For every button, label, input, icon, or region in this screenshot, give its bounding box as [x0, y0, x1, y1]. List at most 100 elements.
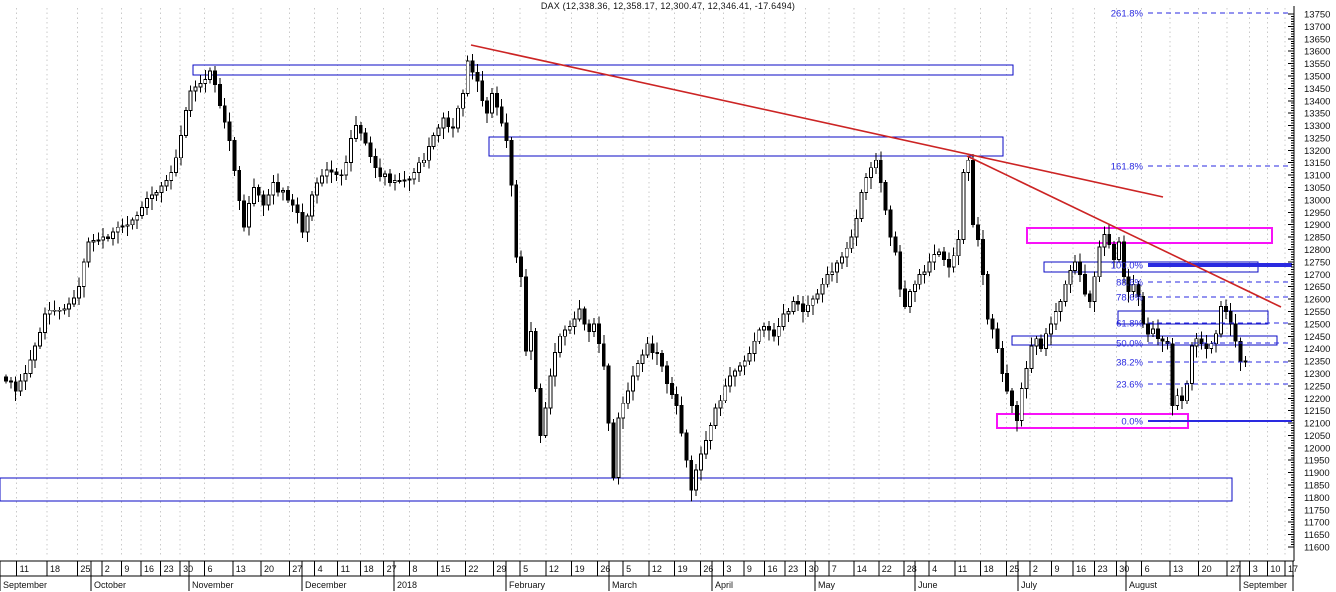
month-label: August [1129, 580, 1158, 590]
price-tick-label: 12150 [1304, 406, 1330, 417]
price-tick-label: 13000 [1304, 195, 1330, 206]
gridlines [16, 8, 1286, 556]
price-tick-label: 12550 [1304, 307, 1330, 318]
week-tick-label: 30 [1119, 564, 1129, 574]
price-tick-label: 13250 [1304, 133, 1330, 144]
price-tick-label: 12750 [1304, 257, 1330, 268]
month-label: December [305, 580, 347, 590]
week-tick-label: 12 [652, 564, 662, 574]
week-tick-label: 22 [882, 564, 892, 574]
week-tick-label: 2 [105, 564, 110, 574]
price-tick-label: 12050 [1304, 431, 1330, 442]
week-tick-label: 8 [412, 564, 417, 574]
week-tick-label: 4 [932, 564, 937, 574]
week-tick-label: 27 [292, 564, 302, 574]
price-tick-label: 12000 [1304, 443, 1330, 454]
fib-label-161.8%: 161.8% [1111, 162, 1144, 173]
week-tick-label: 9 [747, 564, 752, 574]
downtrend-from-january-high [470, 44, 1164, 198]
week-tick-label: 6 [208, 564, 213, 574]
price-tick-label: 13500 [1304, 71, 1330, 82]
week-tick-label: 26 [600, 564, 610, 574]
week-tick-label: 9 [1054, 564, 1059, 574]
week-tick-label: 3 [1253, 564, 1258, 574]
week-tick-label: 16 [1076, 564, 1086, 574]
week-tick-label: 13 [1173, 564, 1183, 574]
price-tick-label: 12250 [1304, 381, 1330, 392]
fib-label-100.0%: 100.0% [1111, 261, 1144, 272]
fibonacci-retracement: 261.8% 161.8% 100.0% 88.6% 78.6% 61.8% 50.0% 38… [1111, 9, 1292, 428]
zone-resistance-13500-13545 [192, 64, 1014, 76]
price-tick-label: 12600 [1304, 295, 1330, 306]
price-tick-label: 11950 [1304, 456, 1330, 467]
week-tick-label: 25 [1009, 564, 1019, 574]
week-tick-label: 11 [341, 564, 350, 574]
week-tick-label: 23 [164, 564, 174, 574]
week-tick-label: 30 [183, 564, 193, 574]
fib-label-78.6%: 78.6% [1116, 293, 1143, 304]
price-tick-label: 12700 [1304, 270, 1330, 281]
week-tick-label: 9 [124, 564, 129, 574]
month-label: April [715, 580, 733, 590]
week-tick-label: 29 [496, 564, 506, 574]
price-tick-label: 13300 [1304, 121, 1330, 132]
price-tick-label: 13550 [1304, 59, 1330, 70]
week-tick-label: 6 [1145, 564, 1150, 574]
month-label: May [818, 580, 836, 590]
fib-label-38.2%: 38.2% [1116, 358, 1143, 369]
month-label: 2018 [397, 580, 417, 590]
week-tick-label: 27 [1230, 564, 1240, 574]
month-label: July [1021, 580, 1038, 590]
week-tick-label: 2 [1033, 564, 1038, 574]
week-tick-label: 16 [144, 564, 154, 574]
price-tick-label: 13350 [1304, 109, 1330, 120]
week-tick-label: 19 [575, 564, 585, 574]
week-tick-label: 19 [678, 564, 688, 574]
week-tick-label: 12 [549, 564, 559, 574]
zone-zone-12415-12450 [1011, 335, 1278, 346]
week-tick-label: 16 [768, 564, 778, 574]
week-tick-label: 23 [788, 564, 798, 574]
price-tick-label: 11850 [1304, 481, 1330, 492]
zone-zone-12500-12553 [1117, 310, 1269, 325]
month-label: September [1243, 580, 1287, 590]
price-tick-label: 12500 [1304, 319, 1330, 330]
chart-title: DAX (12,338.36, 12,358.17, 12,300.47, 12… [540, 1, 796, 11]
month-label: February [509, 580, 546, 590]
week-tick-label: 18 [50, 564, 60, 574]
price-tick-label: 12650 [1304, 282, 1330, 293]
price-tick-label: 11800 [1304, 493, 1330, 504]
month-label: November [192, 580, 234, 590]
zone-resistance-13170-13255 [488, 136, 1004, 157]
price-tick-label: 13650 [1304, 34, 1330, 45]
week-tick-label: 5 [523, 564, 528, 574]
price-tick-label: 12800 [1304, 245, 1330, 256]
week-tick-label: 10 [1270, 564, 1280, 574]
fib-label-261.8%: 261.8% [1111, 9, 1144, 20]
price-tick-label: 12900 [1304, 220, 1330, 231]
trendlines [470, 44, 1282, 308]
price-tick-label: 11750 [1304, 505, 1330, 516]
week-tick-label: 11 [20, 564, 29, 574]
month-label: March [612, 580, 637, 590]
fib-label-23.6%: 23.6% [1116, 380, 1143, 391]
fib-label-0.0%: 0.0% [1121, 417, 1143, 428]
week-tick-label: 18 [364, 564, 374, 574]
price-tick-label: 12850 [1304, 233, 1330, 244]
price-tick-label: 13050 [1304, 183, 1330, 194]
week-tick-label: 20 [264, 564, 274, 574]
price-tick-label: 13200 [1304, 146, 1330, 157]
price-tick-label: 13150 [1304, 158, 1330, 169]
price-tick-label: 11900 [1304, 468, 1330, 479]
week-tick-label: 11 [958, 564, 967, 574]
week-tick-label: 22 [468, 564, 478, 574]
month-label: September [3, 580, 47, 590]
fib-label-61.8%: 61.8% [1116, 319, 1143, 330]
week-tick-label: 18 [984, 564, 994, 574]
price-tick-label: 13400 [1304, 96, 1330, 107]
price-tick-label: 12400 [1304, 344, 1330, 355]
price-tick-label: 13100 [1304, 171, 1330, 182]
downtrend-from-june-high [966, 155, 1282, 308]
